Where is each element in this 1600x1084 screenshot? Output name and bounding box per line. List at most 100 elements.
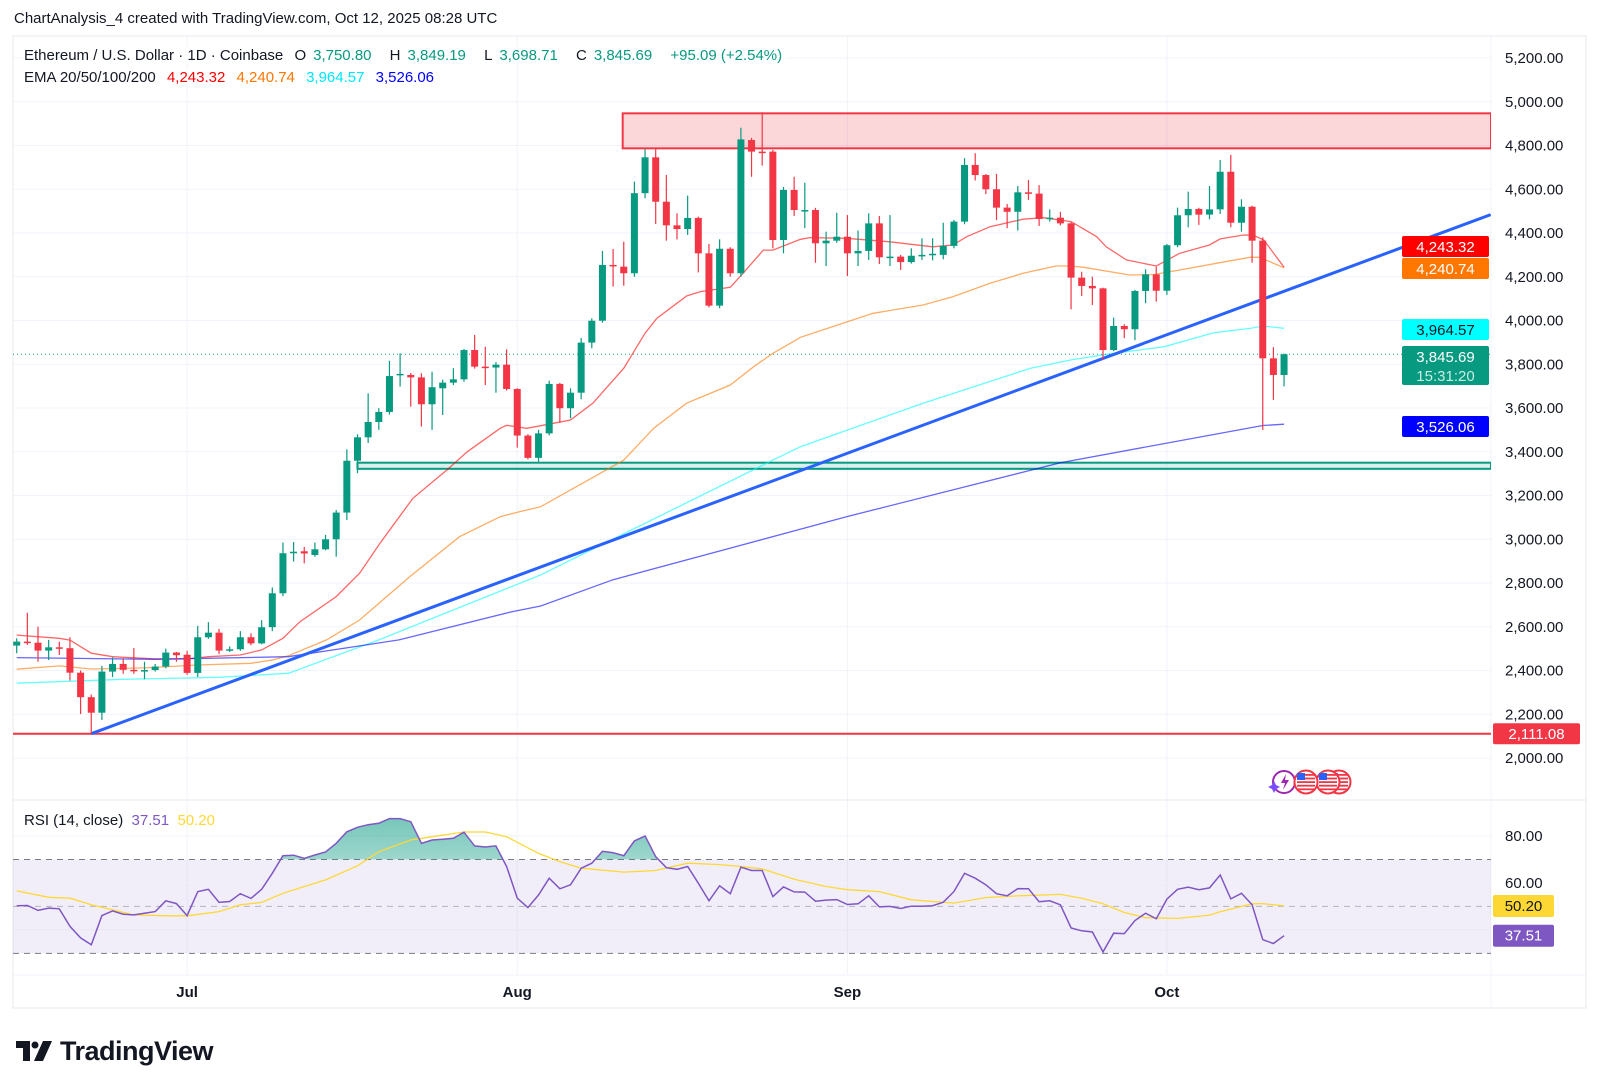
- candle[interactable]: [385, 360, 393, 415]
- candle[interactable]: [290, 542, 298, 562]
- candle[interactable]: [236, 631, 244, 651]
- candle[interactable]: [130, 647, 138, 674]
- candle[interactable]: [811, 207, 819, 263]
- candle[interactable]: [172, 651, 180, 662]
- candle[interactable]: [1237, 199, 1245, 232]
- candle[interactable]: [1174, 207, 1182, 248]
- economic-events[interactable]: [1268, 769, 1352, 795]
- candle[interactable]: [662, 175, 670, 241]
- candle[interactable]: [87, 694, 95, 734]
- candle[interactable]: [630, 181, 638, 277]
- candle[interactable]: [1184, 191, 1192, 228]
- candle[interactable]: [694, 216, 702, 273]
- candle[interactable]: [1163, 243, 1171, 295]
- candle[interactable]: [833, 212, 841, 243]
- trendline[interactable]: [90, 213, 1491, 736]
- candle[interactable]: [1259, 237, 1267, 430]
- candle[interactable]: [375, 408, 383, 430]
- candle[interactable]: [929, 238, 937, 261]
- candle[interactable]: [119, 658, 127, 674]
- candle[interactable]: [215, 628, 223, 655]
- candle[interactable]: [737, 127, 745, 277]
- candle[interactable]: [417, 373, 425, 427]
- candle[interactable]: [993, 173, 1000, 221]
- candle[interactable]: [790, 176, 798, 216]
- candle[interactable]: [588, 318, 596, 349]
- candle[interactable]: [311, 542, 319, 557]
- candle[interactable]: [204, 622, 212, 639]
- candle[interactable]: [1131, 289, 1139, 341]
- candle[interactable]: [1142, 269, 1150, 304]
- candle[interactable]: [1227, 154, 1235, 228]
- candle[interactable]: [343, 449, 351, 520]
- candle[interactable]: [705, 243, 713, 308]
- candle[interactable]: [854, 230, 862, 267]
- candle[interactable]: [1269, 347, 1277, 400]
- candle[interactable]: [247, 633, 255, 646]
- candle[interactable]: [194, 625, 202, 678]
- candle[interactable]: [1078, 271, 1086, 296]
- candle[interactable]: [886, 215, 894, 267]
- candle[interactable]: [875, 215, 883, 265]
- candle[interactable]: [982, 173, 990, 195]
- candle[interactable]: [748, 137, 756, 177]
- symbol-title[interactable]: Ethereum / U.S. Dollar · 1D · Coinbase: [24, 47, 284, 64]
- candle[interactable]: [907, 248, 915, 264]
- candle[interactable]: [652, 148, 660, 225]
- candle[interactable]: [865, 213, 873, 260]
- candle[interactable]: [1003, 203, 1011, 229]
- candle[interactable]: [1216, 159, 1224, 214]
- candle[interactable]: [471, 334, 479, 369]
- candle[interactable]: [641, 149, 649, 199]
- tradingview-logo[interactable]: TradingView: [16, 1036, 214, 1066]
- candle[interactable]: [1206, 185, 1213, 220]
- candle[interactable]: [971, 153, 979, 181]
- candle[interactable]: [726, 247, 734, 277]
- candle[interactable]: [822, 231, 830, 267]
- candle[interactable]: [843, 215, 851, 277]
- candle[interactable]: [769, 149, 777, 249]
- candle[interactable]: [535, 429, 543, 462]
- candle[interactable]: [524, 434, 532, 460]
- candle[interactable]: [226, 646, 234, 652]
- candle[interactable]: [183, 650, 191, 675]
- candle[interactable]: [439, 379, 447, 415]
- candle[interactable]: [141, 661, 148, 680]
- candle[interactable]: [1110, 317, 1118, 352]
- candle[interactable]: [1024, 180, 1032, 200]
- candle[interactable]: [258, 620, 266, 645]
- candle[interactable]: [939, 222, 947, 260]
- us-flag-event-icon[interactable]: [1293, 769, 1319, 795]
- candle[interactable]: [98, 665, 106, 720]
- rsi-title[interactable]: RSI (14, close): [24, 812, 124, 829]
- candle[interactable]: [1248, 205, 1256, 263]
- candle[interactable]: [77, 670, 85, 715]
- candle[interactable]: [716, 239, 724, 309]
- candle[interactable]: [492, 362, 500, 393]
- candle[interactable]: [950, 219, 958, 249]
- candle[interactable]: [109, 657, 117, 678]
- candle[interactable]: [1120, 324, 1128, 339]
- candle[interactable]: [481, 346, 489, 386]
- candle[interactable]: [268, 587, 276, 632]
- candle[interactable]: [1035, 185, 1043, 226]
- candle[interactable]: [151, 663, 159, 672]
- candle[interactable]: [1014, 185, 1022, 231]
- candle[interactable]: [1195, 207, 1203, 225]
- candle[interactable]: [322, 534, 330, 551]
- candle[interactable]: [556, 382, 564, 423]
- candle[interactable]: [428, 371, 436, 430]
- candle[interactable]: [961, 158, 969, 225]
- candle[interactable]: [1280, 353, 1288, 387]
- candle[interactable]: [801, 182, 809, 229]
- support-zone[interactable]: [356, 461, 1492, 470]
- candle[interactable]: [609, 248, 617, 287]
- candle[interactable]: [34, 626, 42, 662]
- candle[interactable]: [684, 195, 692, 235]
- candle[interactable]: [758, 112, 766, 166]
- candle[interactable]: [13, 638, 21, 654]
- candle[interactable]: [66, 637, 74, 681]
- candle[interactable]: [364, 393, 372, 443]
- candle[interactable]: [1152, 266, 1160, 302]
